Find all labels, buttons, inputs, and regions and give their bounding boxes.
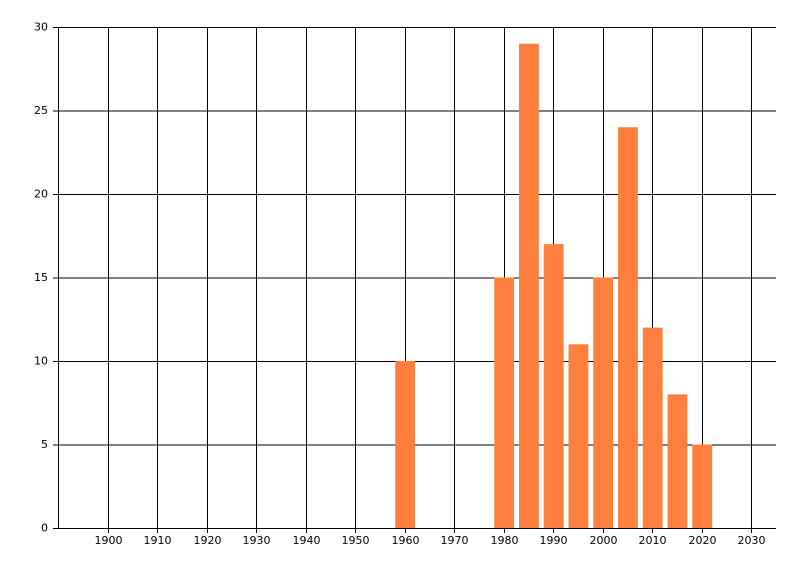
x-tick-label: 2000 (590, 534, 618, 547)
y-tick-label: 5 (41, 438, 48, 451)
x-tick-label: 1900 (95, 534, 123, 547)
bar (494, 277, 515, 528)
x-tick-label: 2020 (689, 534, 717, 547)
x-tick-label: 1990 (540, 534, 568, 547)
bar (568, 344, 589, 528)
y-tick-label: 20 (34, 188, 48, 201)
x-tick-label: 2030 (738, 534, 766, 547)
x-tick-label: 1980 (491, 534, 519, 547)
bar (543, 244, 564, 528)
bar (667, 394, 688, 528)
bar (618, 127, 638, 528)
x-tick-label: 1960 (392, 534, 420, 547)
x-tick-label: 1910 (144, 534, 172, 547)
bar (395, 361, 416, 528)
bar (642, 327, 663, 528)
bar (593, 277, 614, 528)
x-tick-label: 1930 (243, 534, 271, 547)
y-tick-label: 10 (34, 355, 48, 368)
x-tick-label: 1970 (441, 534, 469, 547)
bar (692, 444, 713, 528)
x-tick-label: 1940 (293, 534, 321, 547)
x-tick-label: 1920 (194, 534, 222, 547)
y-tick-label: 30 (34, 21, 48, 34)
y-tick-label: 25 (34, 104, 48, 117)
x-tick-label: 1950 (342, 534, 370, 547)
bar (519, 43, 539, 528)
x-tick-label: 2010 (639, 534, 667, 547)
y-tick-label: 15 (34, 271, 48, 284)
y-tick-label: 0 (41, 522, 48, 535)
